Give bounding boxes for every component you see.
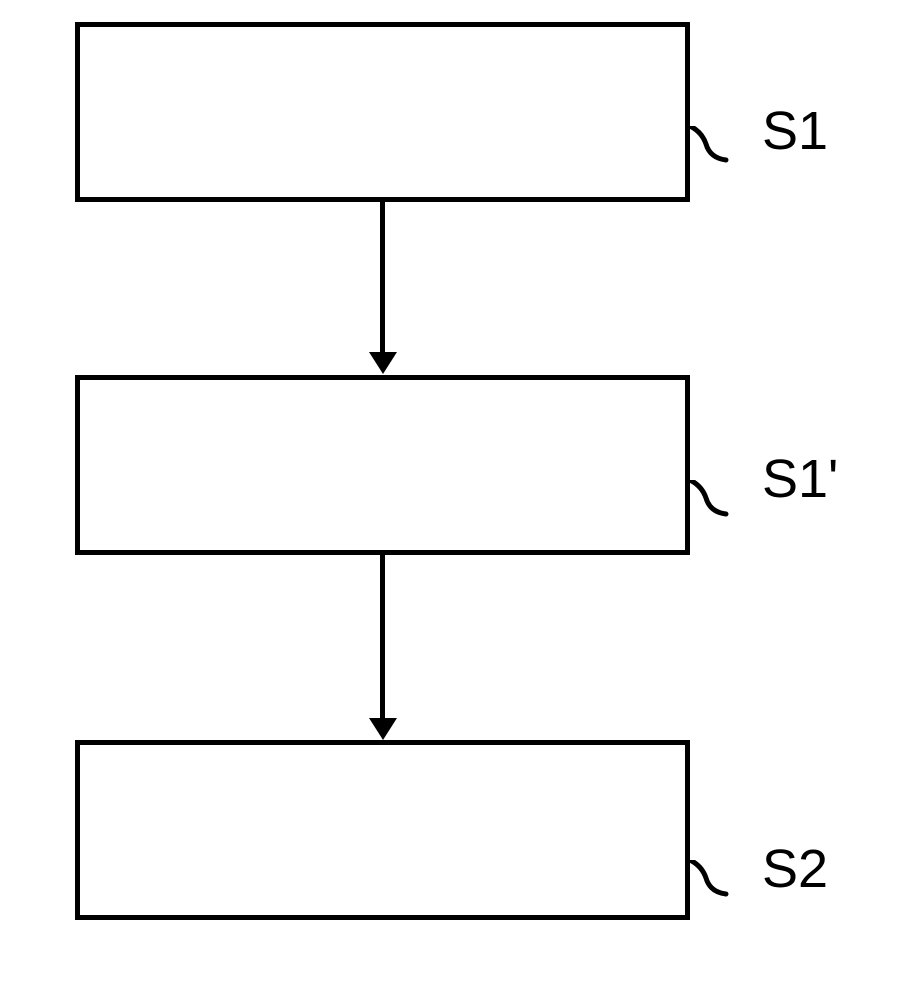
label-s1prime: S1' — [762, 448, 838, 510]
flowchart-node-s1prime — [75, 375, 690, 555]
flowchart-node-s2 — [75, 740, 690, 920]
callout-s2 — [690, 860, 740, 910]
flowchart-node-s1 — [75, 22, 690, 202]
callout-s1 — [690, 126, 740, 176]
label-s1: S1 — [762, 100, 828, 162]
flowchart-diagram: S1 S1' S2 — [0, 0, 911, 1000]
label-s2: S2 — [762, 838, 828, 900]
callout-s1prime — [690, 480, 740, 530]
